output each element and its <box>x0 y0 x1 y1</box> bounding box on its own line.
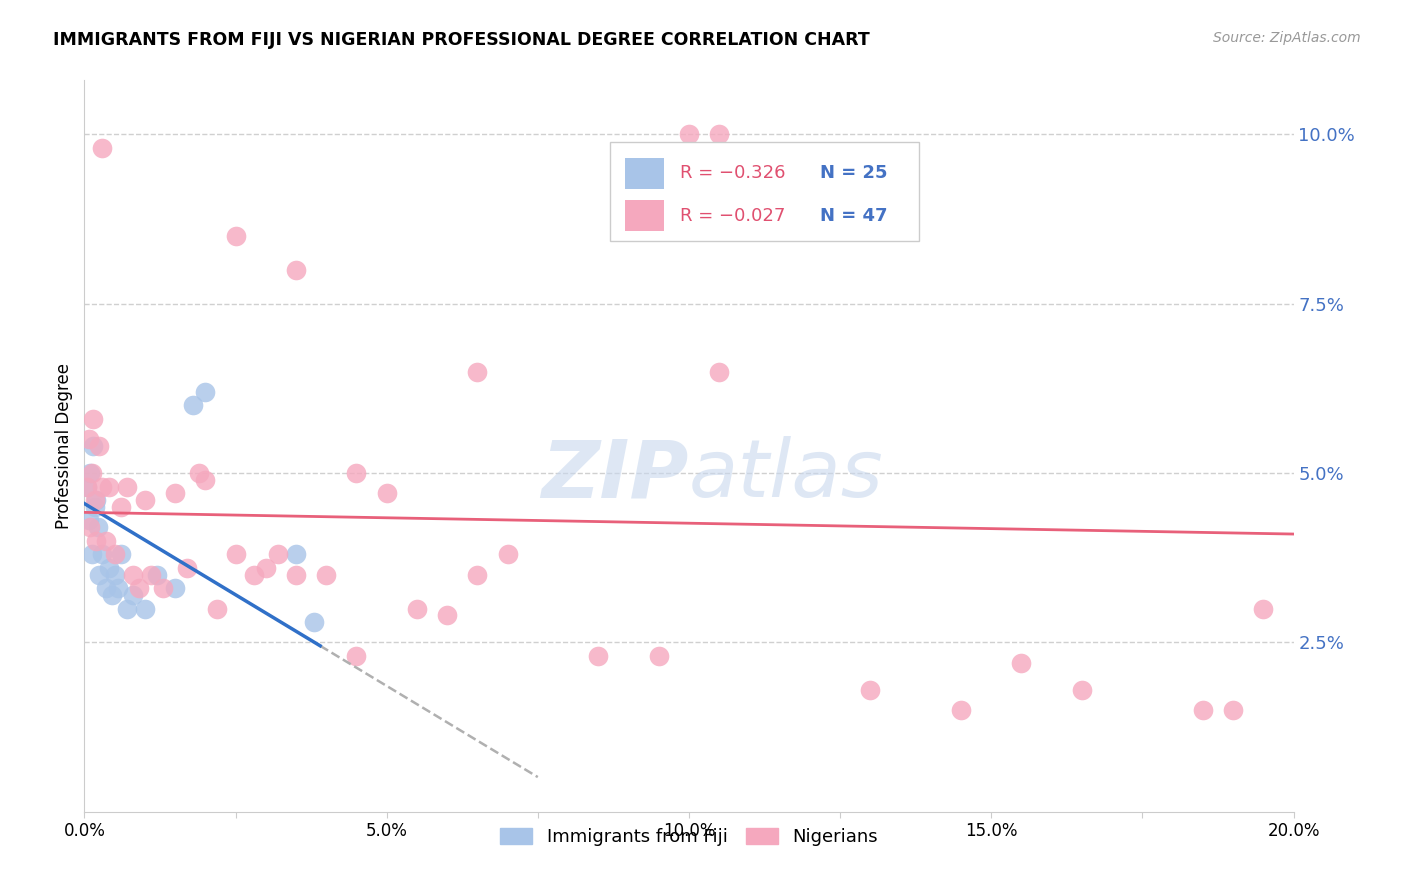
Text: ZIP: ZIP <box>541 436 689 515</box>
FancyBboxPatch shape <box>624 158 664 188</box>
Point <box>496 547 519 561</box>
Point <box>77 514 100 528</box>
Point <box>375 486 398 500</box>
Point <box>709 128 731 142</box>
Point <box>121 567 143 582</box>
Point <box>115 480 138 494</box>
Point <box>107 581 129 595</box>
Point <box>1071 682 1094 697</box>
Point <box>77 432 100 446</box>
Point <box>121 588 143 602</box>
Point <box>267 547 290 561</box>
Point <box>97 480 120 494</box>
Point <box>76 480 98 494</box>
Point <box>91 480 114 494</box>
Point <box>859 682 882 697</box>
Point <box>225 229 247 244</box>
Point <box>1222 703 1244 717</box>
Y-axis label: Professional Degree: Professional Degree <box>55 363 73 529</box>
Point <box>152 581 174 595</box>
Point <box>302 615 325 629</box>
Point <box>146 567 169 582</box>
Point <box>588 648 610 663</box>
Text: R = −0.027: R = −0.027 <box>681 207 786 225</box>
Text: atlas: atlas <box>689 436 884 515</box>
Point <box>82 439 104 453</box>
Point <box>110 547 132 561</box>
Point <box>648 648 671 663</box>
Point <box>86 520 108 534</box>
Point <box>84 500 107 514</box>
Point <box>79 520 101 534</box>
Text: N = 25: N = 25 <box>820 164 887 182</box>
Point <box>181 398 204 412</box>
Point <box>346 648 368 663</box>
Point <box>110 500 132 514</box>
Point <box>79 466 101 480</box>
Point <box>91 547 114 561</box>
Point <box>678 128 700 142</box>
Point <box>950 703 973 717</box>
Point <box>285 567 308 582</box>
Point <box>91 141 114 155</box>
Point <box>467 364 489 378</box>
Point <box>242 567 264 582</box>
Point <box>89 439 111 453</box>
Point <box>188 466 211 480</box>
Point <box>89 567 111 582</box>
Point <box>709 364 731 378</box>
Point <box>80 466 103 480</box>
Point <box>86 493 108 508</box>
Point <box>254 561 277 575</box>
Point <box>80 547 103 561</box>
FancyBboxPatch shape <box>610 143 918 241</box>
Point <box>1253 601 1275 615</box>
FancyBboxPatch shape <box>624 200 664 231</box>
Point <box>128 581 150 595</box>
Point <box>285 263 308 277</box>
Point <box>115 601 138 615</box>
Point <box>139 567 162 582</box>
Point <box>285 547 308 561</box>
Point <box>1011 656 1033 670</box>
Point <box>82 412 104 426</box>
Point <box>86 533 108 548</box>
Point <box>315 567 337 582</box>
Point <box>194 473 217 487</box>
Point <box>436 608 458 623</box>
Point <box>134 601 156 615</box>
Point <box>165 581 187 595</box>
Point <box>104 567 127 582</box>
Point <box>1192 703 1215 717</box>
Point <box>176 561 198 575</box>
Text: Source: ZipAtlas.com: Source: ZipAtlas.com <box>1213 31 1361 45</box>
Text: N = 47: N = 47 <box>820 207 887 225</box>
Point <box>94 581 117 595</box>
Point <box>76 480 98 494</box>
Point <box>97 561 120 575</box>
Point <box>617 195 640 210</box>
Text: IMMIGRANTS FROM FIJI VS NIGERIAN PROFESSIONAL DEGREE CORRELATION CHART: IMMIGRANTS FROM FIJI VS NIGERIAN PROFESS… <box>53 31 870 49</box>
Point <box>406 601 429 615</box>
Point <box>84 493 107 508</box>
Point <box>134 493 156 508</box>
Point <box>165 486 187 500</box>
Point <box>194 384 217 399</box>
Text: R = −0.326: R = −0.326 <box>681 164 786 182</box>
Point <box>104 547 127 561</box>
Point <box>100 588 122 602</box>
Point <box>225 547 247 561</box>
Point <box>207 601 229 615</box>
Point <box>467 567 489 582</box>
Legend: Immigrants from Fiji, Nigerians: Immigrants from Fiji, Nigerians <box>491 819 887 855</box>
Point <box>346 466 368 480</box>
Point <box>94 533 117 548</box>
